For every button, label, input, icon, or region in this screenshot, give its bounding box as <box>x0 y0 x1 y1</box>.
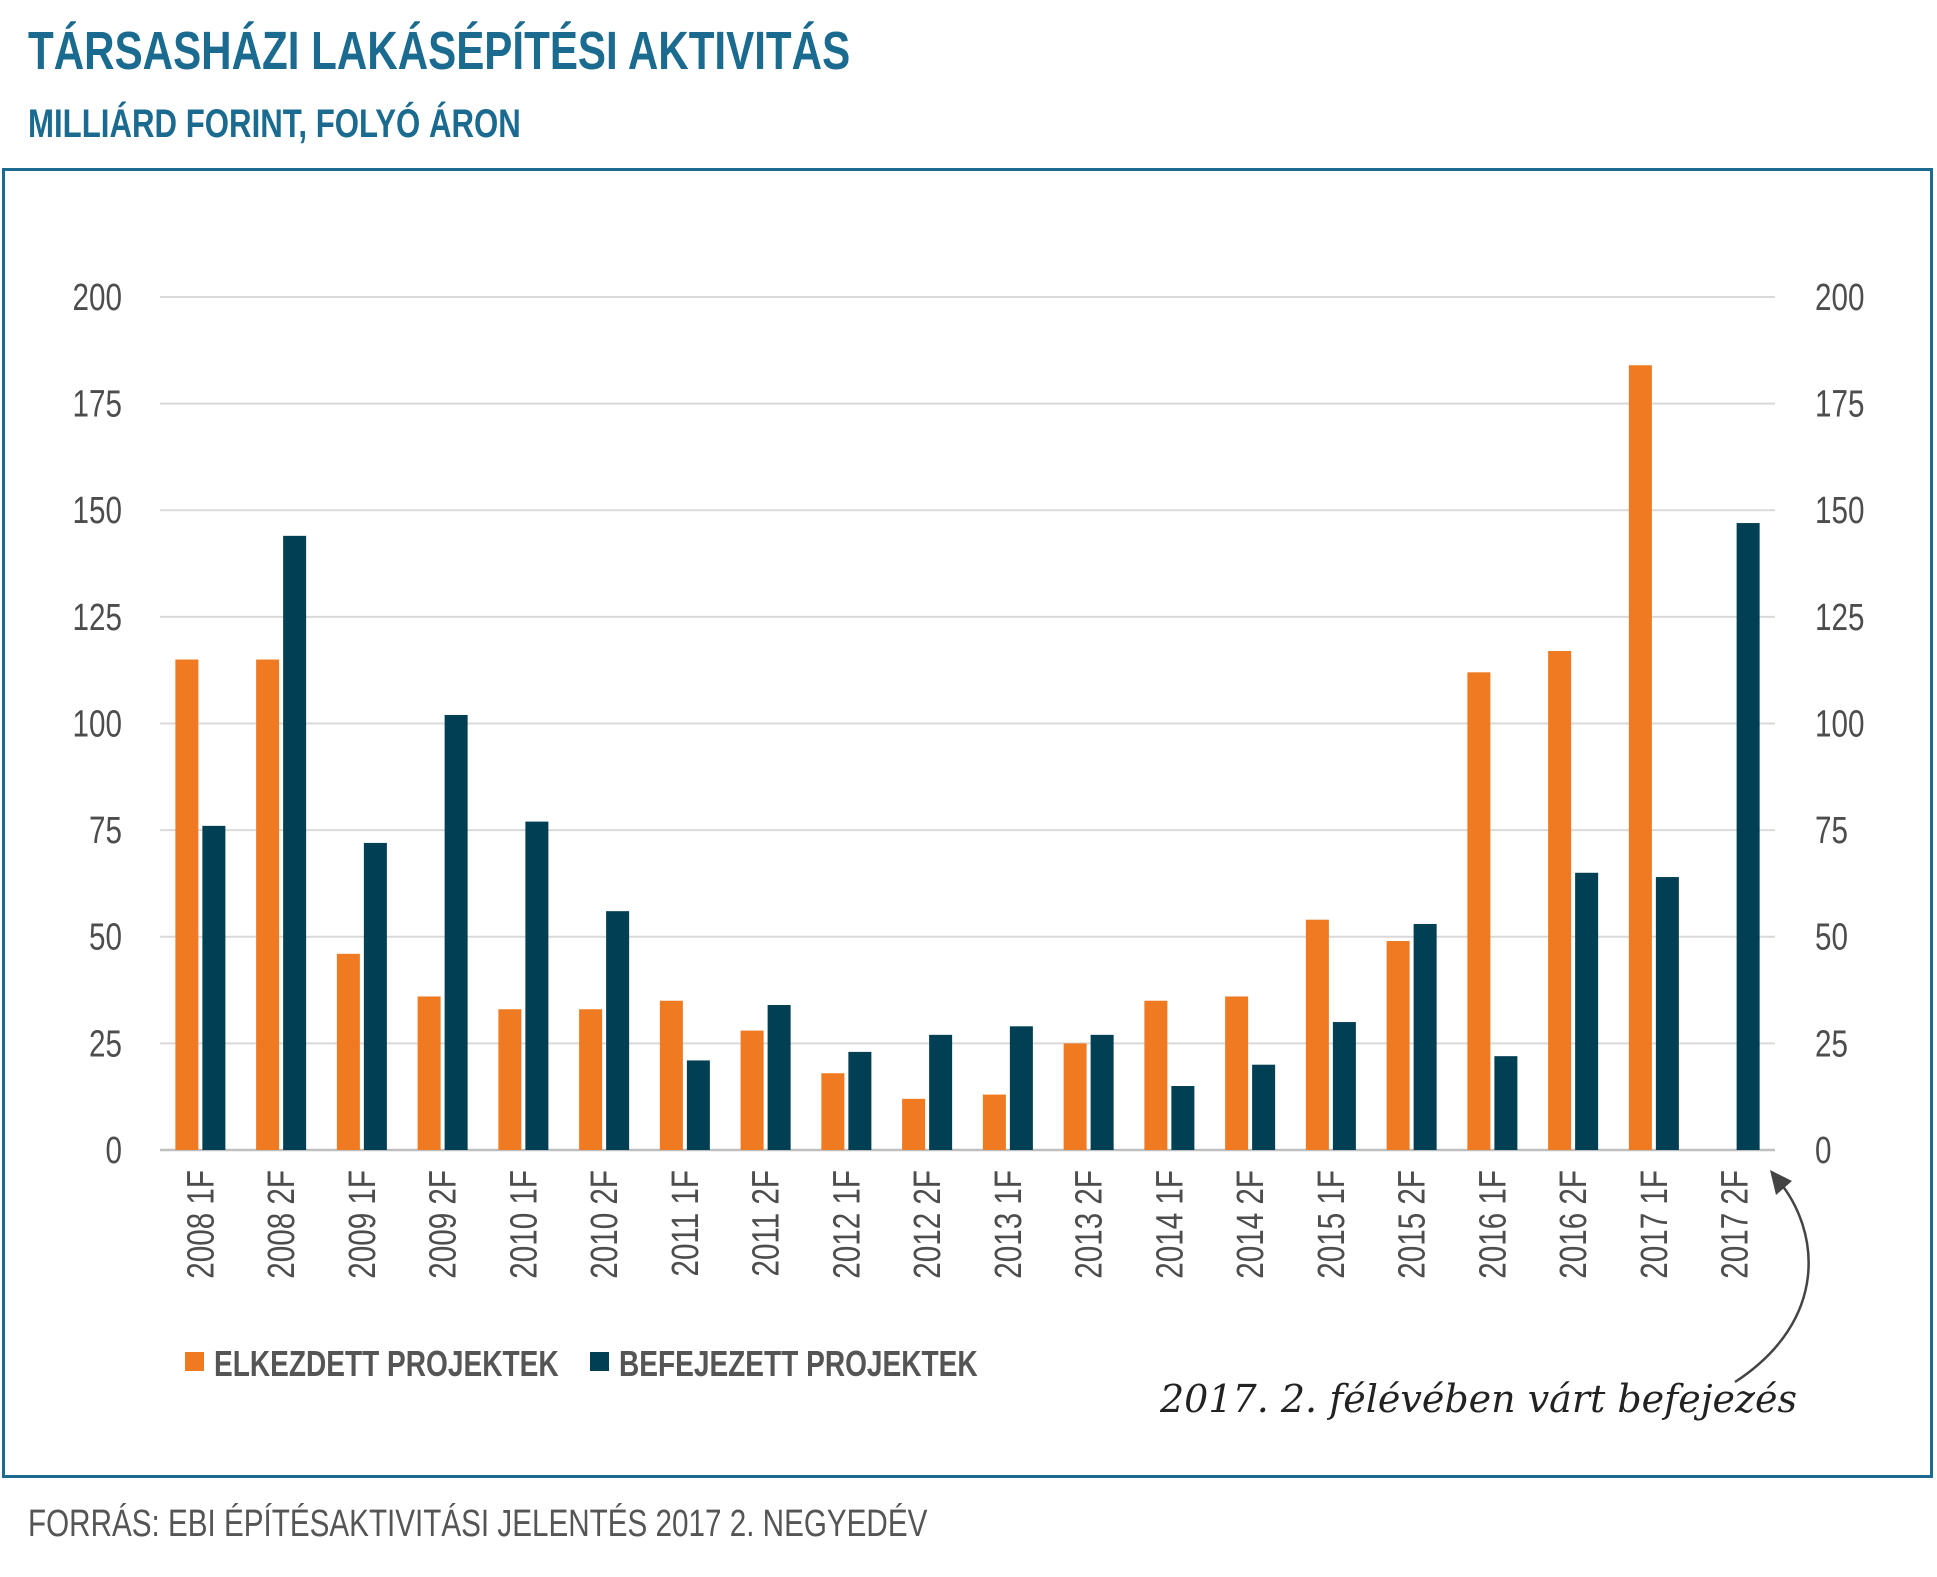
bar-started <box>982 1094 1006 1150</box>
x-tick-label: 2016 1F <box>1472 1170 1514 1279</box>
bar-completed <box>1575 872 1599 1150</box>
x-tick-label: 2009 1F <box>341 1170 383 1279</box>
bar-started <box>1386 941 1410 1150</box>
y-tick-label-right: 150 <box>1815 490 1864 532</box>
x-tick-label: 2010 2F <box>584 1170 626 1279</box>
y-tick-label-left: 125 <box>73 596 122 638</box>
x-tick-label: 2013 1F <box>987 1170 1029 1279</box>
bar-completed <box>929 1034 953 1150</box>
bar-started <box>659 1000 683 1150</box>
bar-started <box>175 659 199 1150</box>
bar-completed <box>848 1051 872 1150</box>
x-tick-label: 2015 2F <box>1391 1170 1433 1279</box>
bar-completed <box>1332 1022 1356 1150</box>
x-tick-label: 2009 2F <box>422 1170 464 1279</box>
bar-started <box>1305 919 1329 1150</box>
y-axis-right: 0 25 50 75 100 125 150 175 200 <box>1815 277 1864 1172</box>
bar-started <box>1063 1043 1087 1150</box>
bar-completed <box>767 1004 791 1150</box>
annotation-arrow <box>1734 1179 1810 1384</box>
y-tick-label-right: 100 <box>1815 703 1864 745</box>
bar-started <box>1467 672 1491 1150</box>
y-tick-label-left: 175 <box>73 383 122 425</box>
x-tick-label: 2014 1F <box>1149 1170 1191 1279</box>
bar-started <box>1628 365 1652 1150</box>
bars <box>175 365 1760 1150</box>
legend-swatch-started <box>185 1352 204 1371</box>
bar-completed <box>363 842 387 1150</box>
chart-frame <box>2 168 1933 1478</box>
bar-completed <box>444 714 468 1150</box>
y-tick-label-right: 175 <box>1815 383 1864 425</box>
y-tick-label-right: 75 <box>1815 810 1848 852</box>
y-tick-label-left: 25 <box>89 1023 122 1065</box>
bar-started <box>336 953 360 1150</box>
bar-started <box>579 1009 603 1150</box>
legend-swatch-completed <box>590 1352 609 1371</box>
bar-started <box>1225 996 1249 1150</box>
x-tick-label: 2011 2F <box>745 1170 787 1277</box>
y-tick-label-right: 200 <box>1815 277 1864 319</box>
chart-subtitle: MILLIÁRD FORINT, FOLYÓ ÁRON <box>28 102 521 146</box>
annotation-text: 2017. 2. félévében várt befejezés <box>1159 1377 1797 1421</box>
legend: ELKEZDETT PROJEKTEK BEFEJEZETT PROJEKTEK <box>185 1344 978 1384</box>
x-tick-label: 2017 2F <box>1714 1170 1756 1279</box>
gridlines <box>160 296 1775 1152</box>
x-tick-label: 2008 2F <box>261 1170 303 1279</box>
y-axis-left: 0 25 50 75 100 125 150 175 200 <box>73 277 122 1172</box>
y-tick-label-right: 25 <box>1815 1023 1848 1065</box>
x-tick-label: 2015 1F <box>1310 1170 1352 1279</box>
y-tick-label-right: 125 <box>1815 596 1864 638</box>
bar-completed <box>202 825 226 1150</box>
bar-started <box>498 1009 522 1150</box>
y-tick-label-left: 100 <box>73 703 122 745</box>
bar-completed <box>1736 523 1760 1150</box>
y-tick-label-left: 50 <box>89 916 122 958</box>
x-tick-label: 2010 1F <box>503 1170 545 1279</box>
source-note: FORRÁS: EBI ÉPÍTÉSAKTIVITÁSI JELENTÉS 20… <box>28 1503 928 1545</box>
x-tick-label: 2014 2F <box>1230 1170 1272 1279</box>
bar-completed <box>1655 877 1679 1150</box>
bar-started <box>740 1030 764 1150</box>
y-tick-label-left: 0 <box>106 1130 122 1172</box>
bar-started <box>821 1073 845 1150</box>
x-tick-label: 2017 1F <box>1633 1170 1675 1279</box>
bar-completed <box>686 1060 710 1150</box>
legend-label-completed: BEFEJEZETT PROJEKTEK <box>619 1344 978 1384</box>
bar-started <box>417 996 441 1150</box>
bar-completed <box>1090 1034 1114 1150</box>
x-tick-label: 2012 2F <box>907 1170 949 1279</box>
y-tick-label-left: 150 <box>73 490 122 532</box>
x-tick-label: 2012 1F <box>826 1170 868 1279</box>
bar-started <box>1144 1000 1168 1150</box>
annotation: 2017. 2. félévében várt befejezés <box>1159 1170 1810 1421</box>
y-tick-label-right: 50 <box>1815 916 1848 958</box>
legend-label-started: ELKEZDETT PROJEKTEK <box>214 1344 559 1384</box>
annotation-arrowhead <box>1770 1170 1792 1195</box>
bar-completed <box>606 911 630 1150</box>
y-tick-label-left: 200 <box>73 277 122 319</box>
x-tick-label: 2016 2F <box>1553 1170 1595 1279</box>
bar-completed <box>1171 1086 1195 1150</box>
y-tick-label-right: 0 <box>1815 1130 1831 1172</box>
bar-completed <box>283 535 307 1150</box>
bar-completed <box>1009 1026 1033 1150</box>
bar-started <box>256 659 280 1150</box>
bar-completed <box>1494 1056 1518 1150</box>
bar-completed <box>1252 1064 1276 1150</box>
y-tick-label-left: 75 <box>89 810 122 852</box>
x-tick-label: 2013 2F <box>1068 1170 1110 1279</box>
bar-completed <box>1413 923 1437 1150</box>
x-axis-labels: 2008 1F 2008 2F 2009 1F 2009 2F 2010 1F 2010 … <box>180 1170 1757 1279</box>
bar-started <box>902 1098 926 1150</box>
x-tick-label: 2008 1F <box>180 1170 222 1279</box>
bar-started <box>1548 650 1572 1150</box>
x-tick-label: 2011 1F <box>664 1170 706 1277</box>
bar-completed <box>525 821 549 1150</box>
chart-title: TÁRSASHÁZI LAKÁSÉPÍTÉSI AKTIVITÁS <box>28 21 851 81</box>
